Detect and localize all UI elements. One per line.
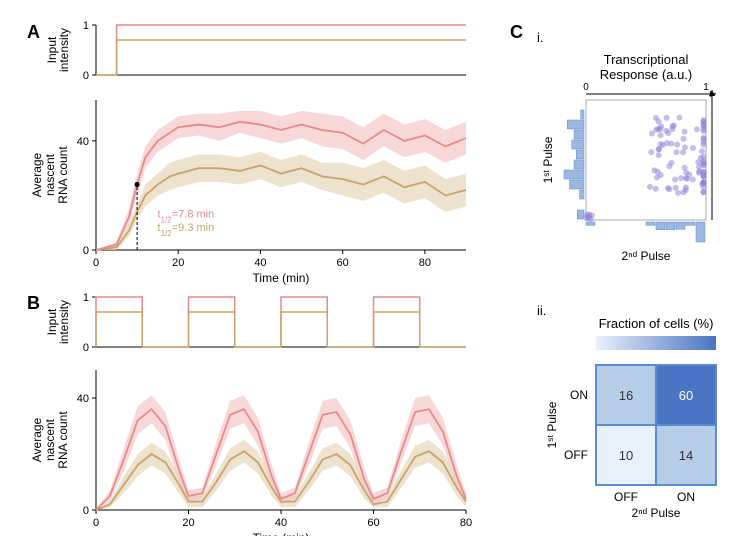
svg-text:2ⁿᵈ Pulse: 2ⁿᵈ Pulse: [622, 249, 671, 263]
svg-text:0: 0: [583, 82, 589, 93]
svg-text:Average: Average: [30, 417, 44, 462]
svg-text:Average: Average: [30, 152, 44, 197]
svg-text:1: 1: [83, 292, 89, 304]
svg-text:Time (min): Time (min): [253, 531, 310, 536]
svg-text:14: 14: [679, 448, 693, 463]
svg-text:0: 0: [83, 505, 89, 517]
svg-text:Transcriptional: Transcriptional: [604, 52, 689, 67]
svg-text:40: 40: [77, 136, 89, 148]
svg-text:1: 1: [703, 82, 709, 93]
svg-text:2ⁿᵈ Pulse: 2ⁿᵈ Pulse: [632, 506, 681, 520]
svg-text:40: 40: [275, 517, 287, 529]
svg-text:ON: ON: [677, 490, 695, 504]
svg-text:Fraction of cells (%): Fraction of cells (%): [599, 316, 714, 331]
svg-text:1: 1: [83, 20, 89, 32]
svg-text:intensity: intensity: [57, 28, 71, 72]
svg-text:RNA count: RNA count: [56, 146, 70, 204]
svg-text:0: 0: [83, 70, 89, 82]
svg-text:60: 60: [367, 517, 379, 529]
svg-text:RNA count: RNA count: [56, 411, 70, 469]
svg-text:nascent: nascent: [43, 153, 57, 196]
svg-text:0: 0: [93, 517, 99, 529]
svg-text:80: 80: [419, 257, 431, 269]
svg-text:10: 10: [619, 448, 633, 463]
svg-text:ii.: ii.: [537, 303, 546, 318]
svg-text:40: 40: [254, 257, 266, 269]
svg-text:0: 0: [93, 257, 99, 269]
svg-text:16: 16: [619, 388, 633, 403]
svg-text:40: 40: [77, 393, 89, 405]
svg-text:1ˢᵗ Pulse: 1ˢᵗ Pulse: [541, 136, 555, 183]
svg-text:20: 20: [182, 517, 194, 529]
svg-text:60: 60: [337, 257, 349, 269]
svg-text:Response (a.u.): Response (a.u.): [600, 67, 693, 82]
svg-text:20: 20: [172, 257, 184, 269]
svg-text:0: 0: [83, 342, 89, 354]
svg-text:OFF: OFF: [614, 490, 638, 504]
svg-text:intensity: intensity: [57, 300, 71, 344]
svg-text:1ˢᵗ Pulse: 1ˢᵗ Pulse: [545, 401, 559, 448]
svg-text:60: 60: [679, 388, 693, 403]
svg-text:0: 0: [83, 245, 89, 257]
svg-text:80: 80: [460, 517, 472, 529]
svg-text:nascent: nascent: [43, 418, 57, 461]
svg-text:t1/2=9.3 min: t1/2=9.3 min: [158, 222, 215, 238]
svg-text:OFF: OFF: [564, 448, 588, 462]
figure-svg: 01Inputintensity020406080040Time (min)Av…: [0, 0, 747, 536]
svg-text:Time (min): Time (min): [253, 271, 310, 285]
svg-text:i.: i.: [537, 30, 544, 45]
svg-text:ON: ON: [570, 388, 588, 402]
